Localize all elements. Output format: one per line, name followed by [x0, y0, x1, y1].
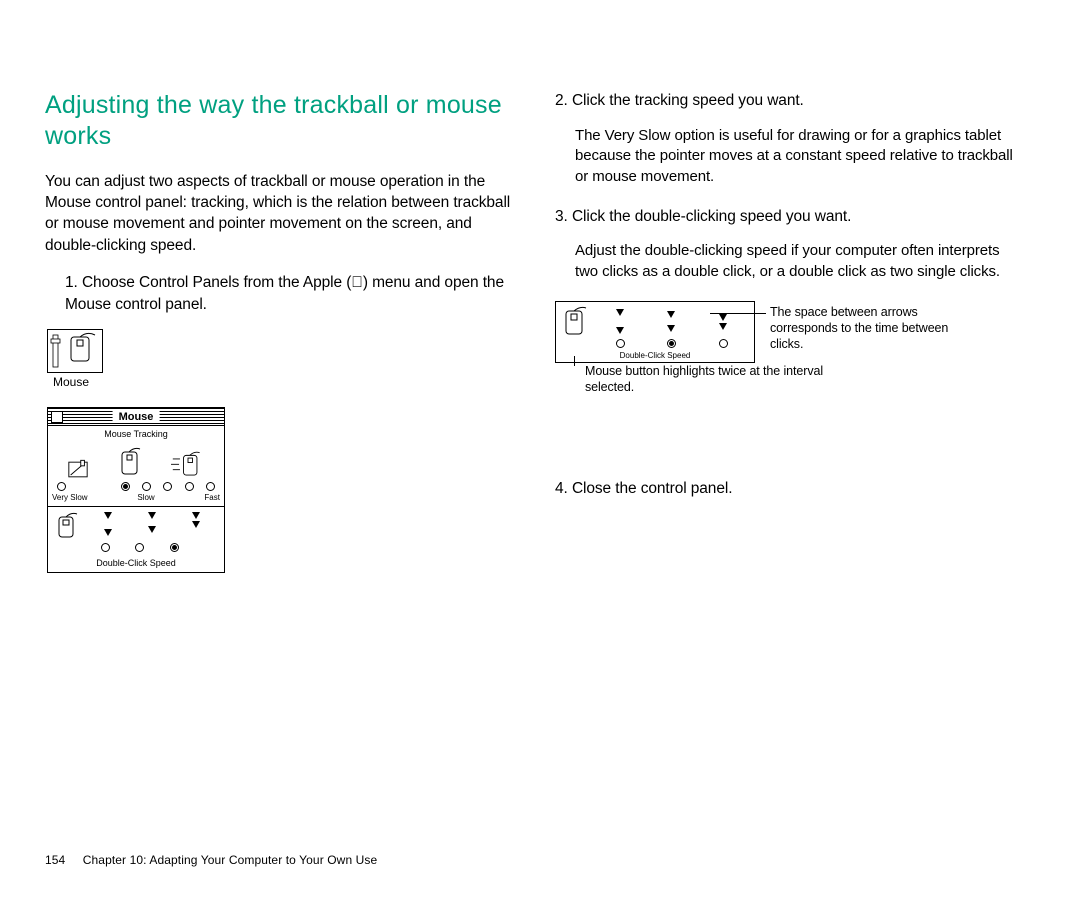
tracking-icons: [48, 440, 224, 482]
dblclick-radio[interactable]: [170, 543, 179, 552]
fast-label: Fast: [204, 493, 220, 502]
mouse-cp-icon-label: Mouse: [53, 375, 105, 389]
dblclick-radio[interactable]: [616, 339, 625, 348]
dblclick-mouse-icon: [561, 305, 589, 339]
tracking-radio[interactable]: [57, 482, 66, 491]
step-3-text: Click the double-clicking speed you want…: [572, 208, 851, 225]
left-column: Adjusting the way the trackball or mouse…: [45, 90, 515, 573]
dblclick-radio[interactable]: [667, 339, 676, 348]
intro-paragraph: You can adjust two aspects of trackball …: [45, 171, 515, 257]
step-number: 4.: [555, 480, 568, 497]
mouse-window: Mouse Mouse Tracking: [47, 407, 225, 573]
step-number: 3.: [555, 208, 568, 225]
step-number: 2.: [555, 92, 568, 109]
tracking-radio-row: [48, 482, 224, 493]
step-1-text: Choose Control Panels from the Apple ()…: [65, 274, 504, 313]
callout-arrows-spacing: The space between arrows corresponds to …: [770, 304, 980, 353]
chapter-title: Chapter 10: Adapting Your Computer to Yo…: [83, 853, 378, 867]
right-column: 2. Click the tracking speed you want. Th…: [555, 90, 1025, 573]
step-number: 1.: [65, 274, 78, 291]
page-footer: 154 Chapter 10: Adapting Your Computer t…: [45, 853, 377, 867]
dblclick-mouse-icon: [54, 511, 80, 541]
tracking-speed-labels: Very Slow Slow Fast: [48, 493, 224, 506]
mouse-window-title: Mouse: [113, 411, 160, 423]
dblclick-radio[interactable]: [135, 543, 144, 552]
step-4-text: Close the control panel.: [572, 480, 732, 497]
tracking-label: Mouse Tracking: [48, 426, 224, 440]
page-number: 154: [45, 853, 65, 867]
section-heading: Adjusting the way the trackball or mouse…: [45, 90, 515, 153]
dblclick-section: [48, 507, 224, 543]
close-box-icon[interactable]: [51, 411, 63, 423]
slow-label: Slow: [137, 493, 154, 502]
step-2-text: Click the tracking speed you want.: [572, 92, 804, 109]
tracking-radio[interactable]: [206, 482, 215, 491]
step-3-body: Adjust the double-clicking speed if your…: [575, 241, 1025, 282]
step-2: 2. Click the tracking speed you want.: [555, 90, 1025, 112]
fast-mouse-icon: [171, 450, 205, 480]
tablet-icon: [67, 453, 89, 481]
dcs-label: Double-Click Speed: [561, 351, 749, 360]
dblclick-radio[interactable]: [101, 543, 110, 552]
step-1: 1. Choose Control Panels from the Apple …: [65, 272, 515, 315]
very-slow-label: Very Slow: [52, 493, 88, 502]
step-4: 4. Close the control panel.: [555, 478, 1025, 500]
dblclick-radio[interactable]: [719, 339, 728, 348]
dcs-label: Double-Click Speed: [48, 555, 224, 572]
tracking-radio[interactable]: [163, 482, 172, 491]
mouse-cp-icon: Mouse: [47, 329, 105, 389]
step-2-body: The Very Slow option is useful for drawi…: [575, 126, 1025, 188]
step-3: 3. Click the double-clicking speed you w…: [555, 206, 1025, 228]
slow-mouse-icon: [116, 446, 144, 480]
annotated-dblclick-panel: Double-Click Speed The space between arr…: [555, 301, 995, 363]
callout-button-highlight: Mouse button highlights twice at the int…: [585, 363, 835, 396]
mouse-window-titlebar: Mouse: [48, 408, 224, 426]
tracking-radio[interactable]: [121, 482, 130, 491]
tracking-radio[interactable]: [185, 482, 194, 491]
tracking-radio[interactable]: [142, 482, 151, 491]
apple-icon: : [351, 274, 363, 291]
